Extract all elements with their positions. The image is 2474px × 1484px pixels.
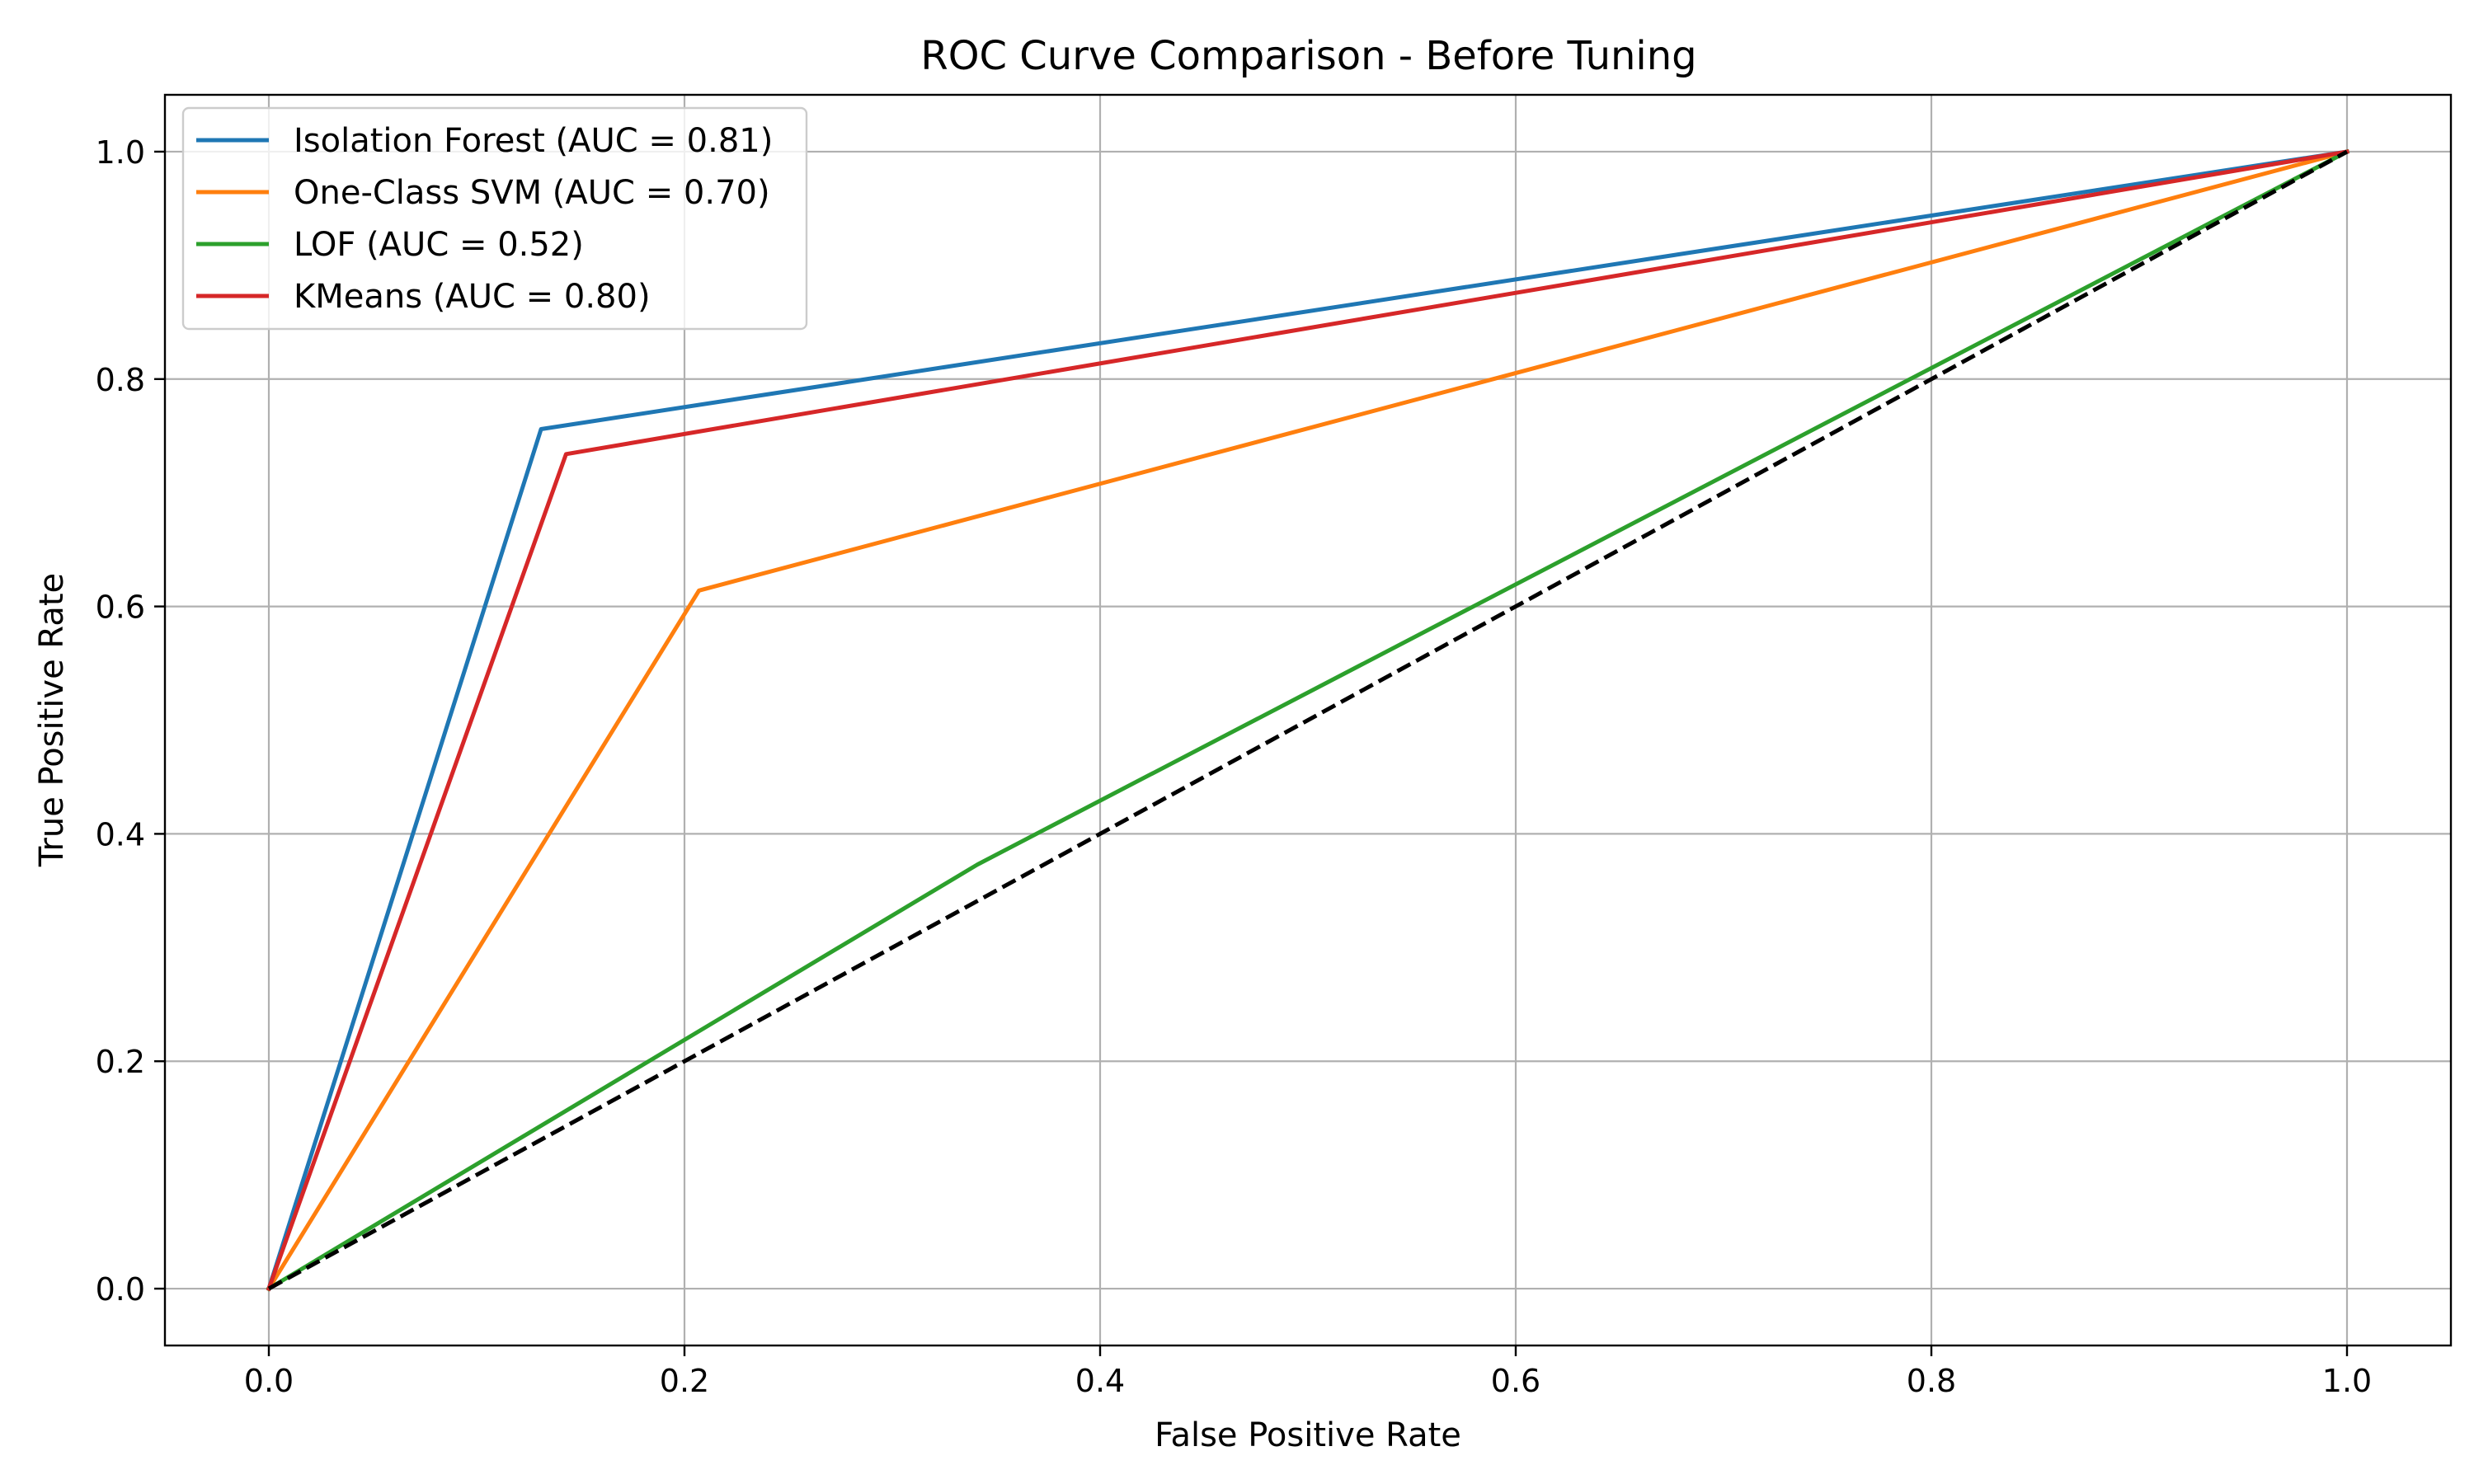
reference-diagonal-line — [267, 149, 2349, 1291]
x-tick-label-3: 0.6 — [1491, 1363, 1540, 1399]
y-tick-label-4: 0.8 — [96, 362, 145, 398]
series-line-1 — [266, 148, 2350, 1292]
ticks: 0.0 0.2 0.4 0.6 0.8 1.0 0.0 0.2 0.4 0.6 0.8 1.0 — [96, 134, 2373, 1399]
x-tick-label-4: 0.8 — [1907, 1363, 1956, 1399]
y-axis-label: True Positive Rate — [33, 573, 71, 867]
series-layer — [266, 148, 2350, 1292]
legend-box — [181, 106, 808, 331]
y-tick-label-0: 0.0 — [96, 1271, 145, 1308]
y-tick-label-2: 0.4 — [96, 816, 145, 852]
chart-title: ROC Curve Comparison - Before Tuning — [920, 33, 1696, 79]
plot-frame — [163, 93, 2453, 1347]
x-tick-label-5: 1.0 — [2322, 1363, 2372, 1399]
grid — [165, 95, 2451, 1345]
y-tick-label-5: 1.0 — [96, 134, 145, 171]
legend-entry-2: LOF (AUC = 0.52) — [294, 226, 584, 264]
legend-entry-3: KMeans (AUC = 0.80) — [294, 278, 651, 316]
y-tick-label-1: 0.2 — [96, 1044, 145, 1080]
legend-entry-0: Isolation Forest (AUC = 0.81) — [294, 122, 773, 160]
x-tick-label-2: 0.4 — [1075, 1363, 1125, 1399]
series-line-2 — [266, 148, 2350, 1292]
x-tick-label-1: 0.2 — [660, 1363, 709, 1399]
series-line-3 — [266, 149, 2349, 1292]
y-tick-label-3: 0.6 — [96, 589, 145, 626]
x-axis-label: False Positive Rate — [1155, 1416, 1461, 1454]
legend-entry-1: One-Class SVM (AUC = 0.70) — [294, 174, 770, 212]
x-tick-label-0: 0.0 — [244, 1363, 294, 1399]
series-line-0 — [266, 149, 2349, 1292]
legend: Isolation Forest (AUC = 0.81) One-Class S… — [181, 106, 808, 331]
